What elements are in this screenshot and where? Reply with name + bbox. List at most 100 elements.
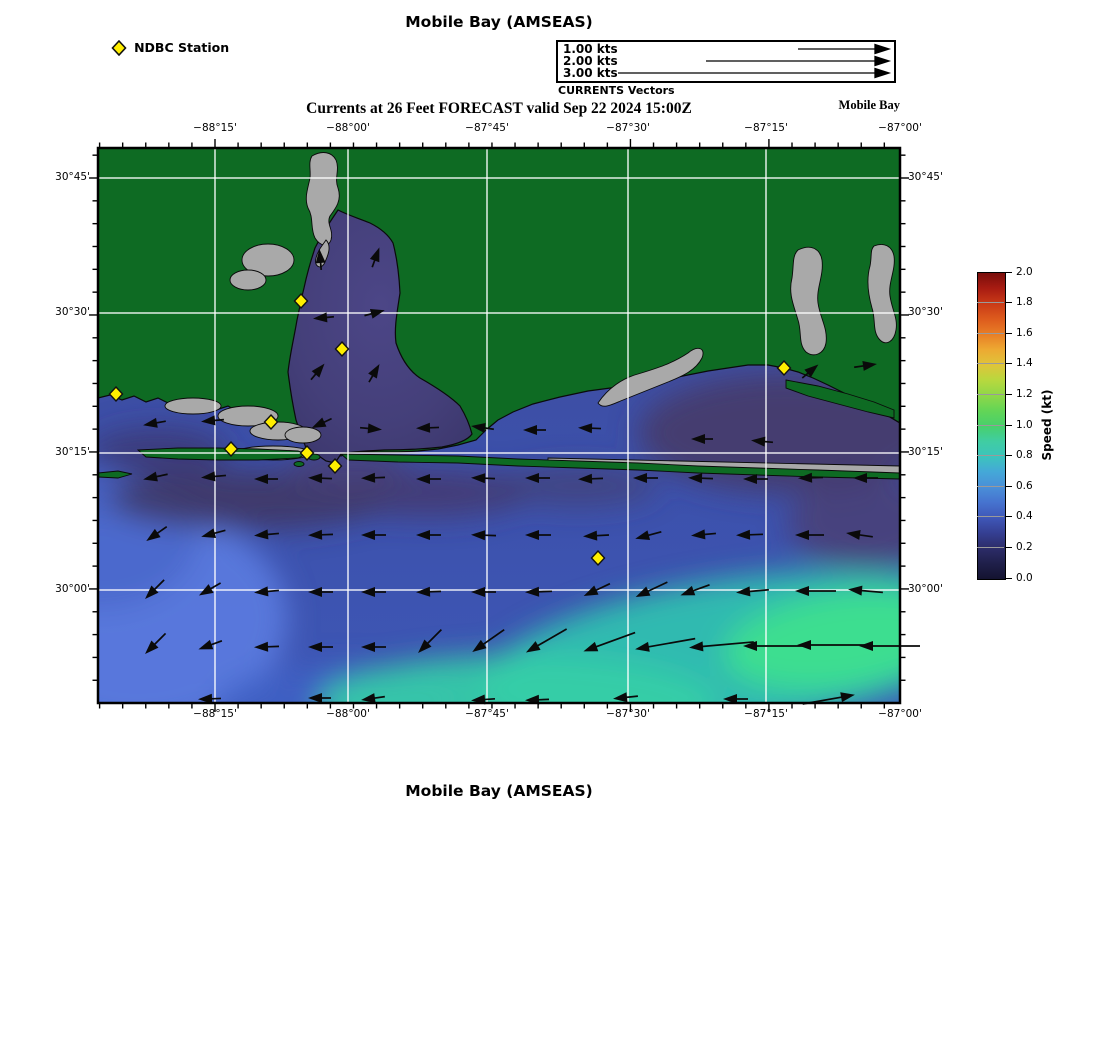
current-arrow (369, 247, 380, 268)
colorbar-tick-label: 1.0 (1016, 418, 1033, 431)
current-arrow (471, 530, 497, 541)
current-arrow (416, 422, 440, 433)
current-arrow (736, 586, 769, 597)
colorbar-tick (1005, 271, 1012, 273)
bottom-title: Mobile Bay (AMSEAS) (405, 782, 593, 800)
colorbar-gridline (977, 363, 1004, 365)
colorbar-tick-label: 0.8 (1016, 449, 1033, 462)
current-arrow (689, 641, 754, 652)
current-arrow (523, 425, 546, 435)
current-arrow (472, 628, 505, 653)
current-arrow (797, 640, 868, 650)
colorbar-gridline (977, 455, 1004, 457)
current-arrow (688, 473, 714, 484)
y-tick-label-left: 30°00' (55, 583, 90, 595)
x-tick-label-top: −88°00' (326, 122, 370, 134)
current-arrow (418, 629, 442, 653)
speed-colorbar (977, 272, 1006, 580)
current-arrow (315, 249, 326, 271)
current-arrow (308, 473, 333, 484)
currents-map-svg (89, 139, 920, 712)
forecast-valid-title: Currents at 26 Feet FORECAST valid Sep 2… (306, 100, 692, 117)
sea-surface-speed-field (98, 148, 900, 703)
colorbar-tick-label: 1.4 (1016, 357, 1033, 370)
current-arrow (525, 586, 553, 597)
current-arrow (613, 692, 638, 703)
vector-scale-3kt-label: 3.00 kts (563, 66, 618, 80)
current-arrow (853, 473, 878, 483)
current-arrow (361, 693, 385, 703)
x-tick-label-bottom: −88°15' (193, 708, 237, 720)
current-arrow (361, 587, 386, 597)
current-arrow (198, 693, 222, 704)
current-arrow (143, 471, 168, 482)
vector-scale-legend: 1.00 kts 2.00 kts 3.00 kts (556, 40, 896, 83)
current-arrow (201, 528, 226, 539)
x-tick-label-top: −87°00' (878, 122, 922, 134)
current-arrow (795, 586, 836, 596)
colorbar-gridline (977, 546, 1004, 548)
ndbc-legend-label: NDBC Station (134, 40, 230, 55)
current-arrow (583, 582, 611, 596)
colorbar-tick (1005, 393, 1012, 395)
current-arrow (368, 363, 380, 383)
x-tick-label-bottom: −87°30' (606, 708, 650, 720)
current-arrow (416, 530, 441, 540)
mobile-bay-water (287, 209, 473, 464)
colorbar-tick (1005, 546, 1012, 548)
current-arrow (525, 530, 551, 540)
current-arrow (633, 473, 658, 483)
current-vector-arrows (143, 247, 920, 705)
ndbc-station-marker (263, 413, 279, 431)
current-arrow (254, 474, 278, 484)
x-tick-label-bottom: −87°45' (465, 708, 509, 720)
ndbc-station-marker (590, 549, 606, 567)
page-title: Mobile Bay (AMSEAS) (405, 13, 593, 31)
region-label: Mobile Bay (838, 98, 900, 112)
current-arrow (583, 631, 636, 652)
current-arrow (313, 312, 335, 323)
y-tick-label-right: 30°00' (908, 583, 943, 595)
current-arrow (795, 530, 824, 540)
current-arrow (308, 587, 333, 597)
current-arrow (308, 642, 333, 652)
current-arrow (361, 472, 386, 483)
current-arrow (846, 530, 873, 540)
ndbc-station-marker (334, 340, 350, 358)
current-arrow (691, 529, 717, 540)
current-arrow (310, 363, 325, 381)
current-arrow (723, 694, 748, 704)
x-tick-label-top: −87°45' (465, 122, 509, 134)
current-arrow (146, 525, 168, 542)
x-tick-label-bottom: −87°15' (744, 708, 788, 720)
current-arrow (361, 642, 386, 652)
colorbar-tick-label: 0.6 (1016, 479, 1033, 492)
colorbar-tick-label: 0.0 (1016, 571, 1033, 584)
ndbc-station-marker (293, 292, 309, 310)
current-arrow (198, 582, 222, 596)
current-arrow (635, 530, 662, 541)
current-arrow (416, 474, 441, 484)
y-tick-label-right: 30°45' (908, 171, 943, 183)
y-tick-label-left: 30°15' (55, 446, 90, 458)
colorbar-gridline (977, 424, 1004, 426)
current-arrow (254, 529, 280, 540)
current-arrow (635, 581, 668, 597)
ndbc-station-marker (299, 444, 315, 462)
ndbc-station-marker (776, 359, 792, 377)
current-arrow (798, 472, 824, 483)
current-arrow (471, 423, 494, 433)
ndbc-station-markers (108, 292, 792, 567)
x-tick-label-top: −87°15' (744, 122, 788, 134)
colorbar-tick (1005, 302, 1012, 304)
current-arrow (751, 436, 774, 447)
colorbar-tick (1005, 455, 1012, 457)
current-arrow (525, 628, 568, 653)
x-tick-label-bottom: −88°00' (326, 708, 370, 720)
y-tick-label-left: 30°45' (55, 171, 90, 183)
current-arrow (743, 474, 768, 484)
current-arrow (254, 641, 280, 652)
colorbar-tick (1005, 332, 1012, 334)
map-border (96, 146, 902, 705)
y-tick-label-right: 30°15' (908, 446, 943, 458)
